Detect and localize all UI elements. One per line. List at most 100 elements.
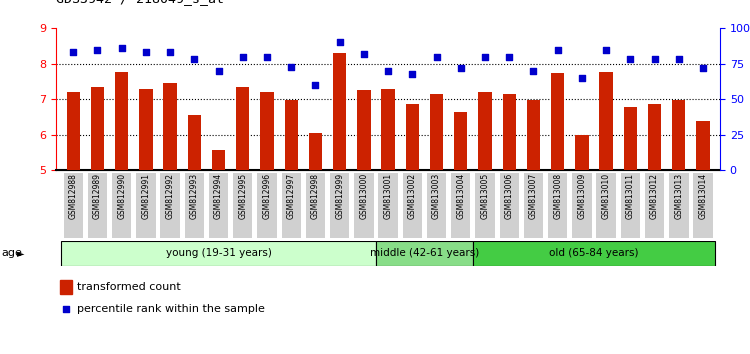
Point [649, 57, 661, 62]
Bar [697, 121, 709, 170]
Point [673, 57, 685, 62]
FancyBboxPatch shape [281, 173, 301, 238]
FancyBboxPatch shape [64, 173, 83, 238]
Text: GSM813007: GSM813007 [529, 173, 538, 219]
Text: GSM813002: GSM813002 [408, 173, 417, 219]
FancyBboxPatch shape [693, 173, 712, 238]
Text: GDS3942 / 218049_s_at: GDS3942 / 218049_s_at [56, 0, 224, 5]
Text: GSM812990: GSM812990 [117, 173, 126, 219]
Bar [382, 88, 394, 170]
Bar [140, 88, 152, 170]
FancyBboxPatch shape [500, 173, 519, 238]
Text: GSM812996: GSM812996 [262, 173, 272, 219]
FancyBboxPatch shape [61, 241, 376, 266]
Bar [551, 73, 564, 170]
Text: GSM813014: GSM813014 [698, 173, 707, 219]
Point [576, 75, 588, 81]
Text: GSM813004: GSM813004 [456, 173, 465, 219]
FancyBboxPatch shape [596, 173, 616, 238]
Point [68, 50, 80, 55]
FancyBboxPatch shape [403, 173, 422, 238]
Point [358, 51, 370, 57]
Bar [357, 90, 370, 170]
Point [285, 64, 297, 69]
Point [116, 45, 128, 51]
Point [92, 47, 104, 52]
Text: GSM813008: GSM813008 [554, 173, 562, 219]
Text: old (65-84 years): old (65-84 years) [549, 249, 639, 258]
Bar [115, 72, 128, 170]
Bar [309, 133, 322, 170]
FancyBboxPatch shape [572, 173, 592, 238]
FancyBboxPatch shape [257, 173, 277, 238]
Text: percentile rank within the sample: percentile rank within the sample [77, 304, 266, 314]
Text: ►: ► [16, 249, 24, 258]
Bar [478, 92, 492, 170]
Point [334, 40, 346, 45]
Bar [648, 104, 662, 170]
FancyBboxPatch shape [645, 173, 664, 238]
Text: GSM813011: GSM813011 [626, 173, 634, 219]
Text: GSM812993: GSM812993 [190, 173, 199, 219]
Point [479, 54, 491, 59]
Point [454, 65, 466, 71]
FancyBboxPatch shape [136, 173, 155, 238]
Point [237, 54, 249, 59]
Bar [430, 94, 443, 170]
Text: GSM813013: GSM813013 [674, 173, 683, 219]
Point [406, 71, 418, 76]
FancyBboxPatch shape [306, 173, 326, 238]
Text: GSM813000: GSM813000 [359, 173, 368, 219]
Bar [67, 92, 80, 170]
Point [600, 47, 612, 52]
Text: transformed count: transformed count [77, 282, 182, 292]
Text: age: age [2, 249, 22, 258]
Point [188, 57, 200, 62]
FancyBboxPatch shape [112, 173, 131, 238]
Bar [284, 100, 298, 170]
Bar [333, 53, 346, 170]
Bar [503, 94, 516, 170]
Text: GSM813009: GSM813009 [578, 173, 586, 219]
Point [310, 82, 322, 88]
Bar [212, 150, 225, 170]
Text: GSM812999: GSM812999 [335, 173, 344, 219]
Point [697, 65, 709, 71]
Text: GSM812995: GSM812995 [238, 173, 248, 219]
FancyBboxPatch shape [524, 173, 543, 238]
FancyBboxPatch shape [548, 173, 568, 238]
Text: GSM812997: GSM812997 [286, 173, 296, 219]
FancyBboxPatch shape [209, 173, 228, 238]
FancyBboxPatch shape [669, 173, 688, 238]
FancyBboxPatch shape [473, 241, 716, 266]
Text: GSM812992: GSM812992 [166, 173, 175, 219]
FancyBboxPatch shape [379, 173, 398, 238]
Bar [454, 112, 467, 170]
Bar [599, 72, 613, 170]
Point [552, 47, 564, 52]
FancyBboxPatch shape [330, 173, 350, 238]
Point [164, 50, 176, 55]
Bar [164, 83, 177, 170]
Text: GSM813006: GSM813006 [505, 173, 514, 219]
Bar [406, 104, 419, 170]
Bar [260, 92, 274, 170]
Point [140, 50, 152, 55]
Point [261, 54, 273, 59]
Text: young (19-31 years): young (19-31 years) [166, 249, 272, 258]
Point [503, 54, 515, 59]
FancyBboxPatch shape [427, 173, 446, 238]
Text: GSM812998: GSM812998 [311, 173, 320, 219]
Text: GSM813005: GSM813005 [481, 173, 490, 219]
Text: GSM813010: GSM813010 [602, 173, 610, 219]
Text: GSM813003: GSM813003 [432, 173, 441, 219]
Bar [188, 115, 201, 170]
Bar [91, 87, 104, 170]
Text: middle (42-61 years): middle (42-61 years) [370, 249, 479, 258]
FancyBboxPatch shape [354, 173, 374, 238]
Text: GSM813001: GSM813001 [383, 173, 393, 219]
Point [527, 68, 539, 74]
Point [430, 54, 442, 59]
Point [212, 68, 224, 74]
FancyBboxPatch shape [233, 173, 253, 238]
